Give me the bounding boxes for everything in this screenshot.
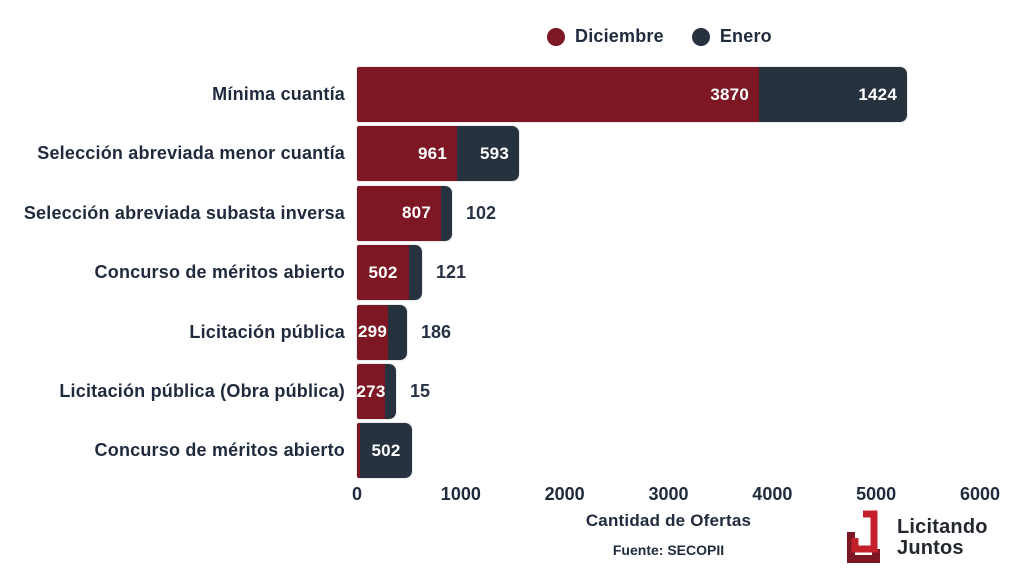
bar-value-label-outside: 15 <box>410 381 431 401</box>
category-label: Licitación pública <box>189 321 345 342</box>
x-axis-tick: 3000 <box>648 484 689 504</box>
bar-value-label: 502 <box>368 262 398 282</box>
legend: Diciembre Enero <box>547 26 772 47</box>
x-axis-tick: 0 <box>351 484 363 504</box>
category-label: Selección abreviada menor cuantía <box>37 143 345 164</box>
bar-value-label-outside: 121 <box>436 262 467 283</box>
bar-segment-diciembre: 807 <box>357 185 441 241</box>
bar-stack: 961 593 <box>357 126 519 182</box>
legend-dot-enero <box>691 27 710 46</box>
bar-value-label: 3870 <box>710 84 749 104</box>
brand-line1: Licitando <box>897 515 988 538</box>
x-axis: 0 1000 2000 3000 4000 5000 6000 <box>352 484 1024 506</box>
bar-segment-diciembre: 273 <box>357 364 385 419</box>
bar-value-label-outside: 186 <box>421 321 452 342</box>
x-axis-title: Cantidad de Ofertas <box>585 511 752 530</box>
brand-line2: Juntos <box>897 537 964 559</box>
bar-segment-diciembre: 3870 <box>357 67 759 122</box>
bar-segment-enero <box>388 304 407 360</box>
bar-segment-enero: 1424 <box>759 67 907 122</box>
bar-segment-diciembre: 961 <box>357 126 457 182</box>
bar-segment-enero: 593 <box>457 126 519 182</box>
bar-row: 502 <box>357 423 1024 479</box>
licitando-juntos-logo-icon <box>847 510 880 563</box>
bar-segment-diciembre <box>357 423 360 479</box>
bar-stack: 807 <box>357 185 452 241</box>
source-caption: Fuente: SECOPII <box>612 542 725 558</box>
bar-value-label: 299 <box>358 322 387 342</box>
bar-segment-enero <box>385 364 396 419</box>
bar-stack: 3870 1424 <box>357 67 907 122</box>
legend-item-enero: Enero <box>691 26 772 47</box>
x-axis-tick: 5000 <box>856 484 897 504</box>
category-label: Concurso de méritos abierto <box>94 262 345 283</box>
bar-row: 502 121 <box>357 245 1024 301</box>
bar-value-label: 1424 <box>858 84 897 104</box>
bar-row: 273 15 <box>357 364 1024 419</box>
bar-segment-diciembre: 299 <box>357 304 388 360</box>
bar-stack: 273 <box>357 364 396 419</box>
bar-row: 807 102 <box>357 185 1024 241</box>
bar-row: 299 186 <box>357 304 1024 360</box>
x-axis-tick: 2000 <box>544 484 585 504</box>
bar-segment-enero <box>409 245 422 301</box>
bar-segment-enero <box>441 185 452 241</box>
bar-value-label: 807 <box>402 203 431 223</box>
bar-value-label: 593 <box>480 143 509 163</box>
category-label: Concurso de méritos abierto <box>94 440 345 461</box>
legend-item-diciembre: Diciembre <box>547 26 664 47</box>
bar-value-label: 961 <box>418 143 447 163</box>
bar-value-label-outside: 102 <box>466 202 497 223</box>
bar-row: 961 593 <box>357 126 1024 182</box>
bar-segment-diciembre: 502 <box>357 245 409 301</box>
bar-value-label: 273 <box>356 381 386 401</box>
legend-label-diciembre: Diciembre <box>575 26 664 46</box>
category-label: Mínima cuantía <box>212 84 345 104</box>
x-axis-tick: 4000 <box>752 484 793 504</box>
brand-logo: Licitando Juntos <box>841 507 988 569</box>
category-label: Licitación pública (Obra pública) <box>59 381 345 401</box>
legend-label-enero: Enero <box>719 26 772 46</box>
bar-row: 3870 1424 <box>357 67 1024 122</box>
bar-stack: 502 <box>357 423 412 479</box>
category-label: Selección abreviada subasta inversa <box>23 202 345 223</box>
x-axis-tick: 6000 <box>959 484 1001 504</box>
legend-dot-diciembre <box>547 27 565 46</box>
bar-segment-enero: 502 <box>360 423 412 479</box>
x-axis-tick: 1000 <box>440 484 481 504</box>
bar-stack: 502 <box>357 245 422 301</box>
brand-logo-text: Licitando Juntos <box>897 515 988 560</box>
bar-value-label: 502 <box>371 440 401 460</box>
bar-stack: 299 <box>357 304 407 360</box>
